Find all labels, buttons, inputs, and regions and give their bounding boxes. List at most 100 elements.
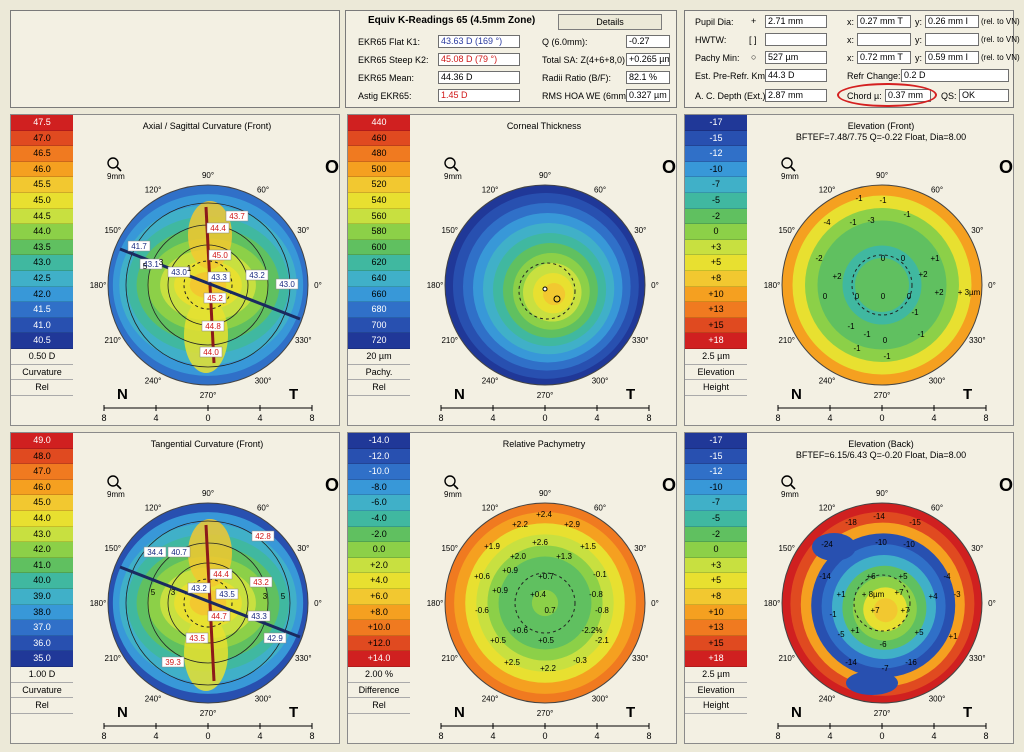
zoom-icon[interactable] [781, 157, 793, 169]
map-value-label: -1 [911, 308, 919, 317]
zone-circle [851, 254, 913, 316]
front-elevation-panel: -17 -15 -12 -10 -7 -5 -2 0 +3 +5 +8 +10 +13 +15 +18 2.5… [684, 114, 1014, 426]
scale-step: +10.0 [348, 620, 410, 636]
angle-label: 90° [202, 489, 214, 498]
color-scale[interactable]: 440 460 480 500 520 540 560 580 600 620 640 660 680 7… [348, 115, 410, 425]
map-type-button[interactable]: Curvature [11, 682, 73, 699]
acd-field: 2.87 mm [765, 89, 827, 102]
map-value-label: 43.2 [253, 578, 269, 587]
zone-circle [183, 260, 233, 310]
value-label-box [245, 269, 269, 281]
scale-mode-button[interactable]: Height [685, 380, 747, 396]
color-scale[interactable]: -17 -15 -12 -10 -7 -5 -2 0 +3 +5 +8 +10 +13 +15 +18 2.5… [685, 433, 747, 743]
scale-step: +10 [685, 286, 747, 303]
scale-mode-button[interactable]: Rel [348, 698, 410, 714]
zoom-icon[interactable] [781, 475, 793, 487]
scale-mode-button[interactable]: Height [685, 698, 747, 714]
corneal-map[interactable]: 90° 60° 30° 0° 330° 300° 270° 240° 210° 180° 150° 1… [410, 433, 677, 743]
zoom-label: 9mm [781, 172, 799, 181]
corneal-map[interactable]: 90° 60° 30° 0° 330° 300° 270° 240° 210° 180° 150° 1… [73, 433, 340, 743]
map-value-label: 0 [883, 336, 888, 345]
corneal-map[interactable]: 90° 60° 30° 0° 330° 300° 270° 240° 210° 180° 150° 1… [747, 115, 1014, 425]
scale-step: +5 [685, 573, 747, 589]
scale-step: 40.0 [11, 573, 73, 589]
map-value-label: -1 [849, 218, 857, 227]
value-label-box [199, 346, 223, 358]
scale-mode-button[interactable]: Rel [348, 380, 410, 396]
map-value-label: -1 [829, 610, 837, 619]
map-value-label: +1 [948, 632, 958, 641]
scale-step: -17 [685, 433, 747, 449]
hwtw-y-label: y: [915, 35, 923, 45]
color-scale[interactable]: -14.0 -12.0 -10.0 -8.0 -6.0 -4.0 -2.0 0.0 +2.0 +4… [348, 433, 410, 743]
pupil-y-label: y: [915, 17, 923, 27]
details-button[interactable]: Details [558, 14, 662, 30]
scale-step: 520 [348, 177, 410, 193]
corneal-map[interactable]: 90° 60° 30° 0° 330° 300° 270° 240° 210° 180° 150° 1… [747, 433, 1014, 743]
angle-label: 0° [314, 281, 322, 290]
map-value-label: -7 [881, 664, 889, 673]
angle-label: 120° [819, 186, 836, 195]
map-value-label: +4 [928, 592, 938, 601]
scale-mode-button[interactable]: Rel [11, 698, 73, 714]
scale-step: +15 [685, 317, 747, 334]
scale-step: +2.0 [348, 557, 410, 574]
map-value-label: +2 [918, 270, 928, 279]
map-value-label: -4 [943, 572, 951, 581]
color-scale[interactable]: 49.0 48.0 47.0 46.0 45.0 44.0 43.0 42.0 41.0 40.0… [11, 433, 73, 743]
pupil-label: Pupil Dia: [695, 17, 734, 27]
zoom-icon-handle [116, 166, 122, 172]
scale-step: -7 [685, 177, 747, 193]
corneal-map[interactable]: 90° 60° 30° 0° 330° 300° 270° 240° 210° 180° 150° 1… [410, 115, 677, 425]
angle-label: 120° [145, 504, 162, 513]
angle-label: 180° [90, 281, 107, 290]
scale-step: +6.0 [348, 588, 410, 605]
scale-step: -8.0 [348, 479, 410, 496]
value-label-box [208, 249, 232, 261]
value-label-box [139, 258, 163, 270]
angle-label: 210° [441, 654, 458, 663]
corneal-thickness-panel: 440 460 480 500 520 540 560 580 600 620 640 660 680 7… [347, 114, 677, 426]
zone-circle [183, 578, 233, 628]
map-disc [108, 185, 308, 385]
flat-meridian [119, 565, 301, 639]
zoom-icon[interactable] [107, 475, 119, 487]
map-value-label: 43.0 [171, 268, 187, 277]
map-title: Relative Pachymetry [502, 439, 586, 449]
map-type-button[interactable]: Pachy. [348, 364, 410, 381]
scale-step: 39.0 [11, 588, 73, 605]
angle-label: 300° [255, 694, 272, 703]
axis-tick-label: 4 [827, 731, 832, 741]
corneal-map[interactable]: 90° 60° 30° 0° 330° 300° 270° 240° 210° 180° 150° 1… [73, 115, 340, 425]
angle-label: 120° [819, 504, 836, 513]
scale-step: -15 [685, 130, 747, 147]
scale-step: 560 [348, 208, 410, 225]
scale-mode-button[interactable]: Rel [11, 380, 73, 396]
map-value-label: 45.2 [207, 294, 223, 303]
color-scale[interactable]: -17 -15 -12 -10 -7 -5 -2 0 +3 +5 +8 +10 +13 +15 +18 2.5… [685, 115, 747, 425]
zone-circle [853, 574, 911, 632]
map-value-label: -2 [815, 254, 823, 263]
scale-step: 40.5 [11, 333, 73, 349]
zoom-icon[interactable] [107, 157, 119, 169]
map-value-label: -16 [905, 658, 917, 667]
hwtw-y-field [925, 33, 979, 46]
scale-step: 44.5 [11, 208, 73, 225]
scale-step: +18 [685, 651, 747, 667]
map-type-button[interactable]: Difference [348, 682, 410, 699]
angle-label: 30° [634, 544, 646, 553]
color-scale[interactable]: 47.5 47.0 46.5 46.0 45.5 45.0 44.5 44.0 43.5 43.0… [11, 115, 73, 425]
zoom-icon[interactable] [444, 157, 456, 169]
map-type-button[interactable]: Elevation [685, 364, 747, 381]
axis-tick-label: 4 [257, 413, 262, 423]
angle-label: 300° [255, 376, 272, 385]
axis-tick-label: 8 [983, 731, 988, 741]
map-type-button[interactable]: Curvature [11, 364, 73, 381]
zoom-icon[interactable] [444, 475, 456, 487]
map-type-button[interactable]: Elevation [685, 682, 747, 699]
est-pre-refr-label: Est. Pre-Refr. Km: [695, 71, 768, 81]
scale-step: 620 [348, 255, 410, 271]
scale-step: 47.0 [11, 130, 73, 147]
scale-step: 45.0 [11, 192, 73, 209]
axis-tick-label: 4 [490, 731, 495, 741]
